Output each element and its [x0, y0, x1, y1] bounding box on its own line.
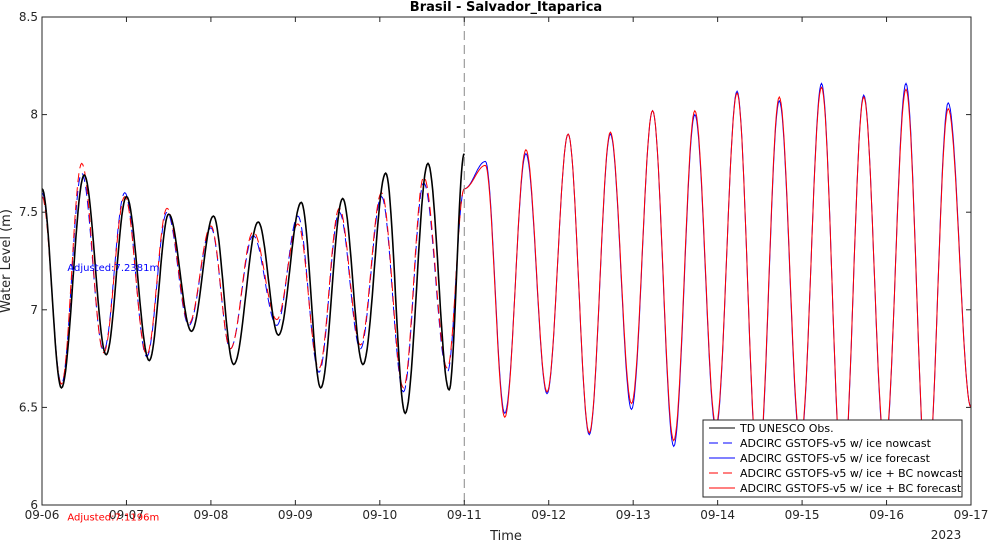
y-tick-label: 8: [30, 108, 38, 122]
annotation-layer: Adjusted:7.2381m Adjusted:7.1196m: [67, 263, 159, 524]
chart-title: Brasil - Salvador_Itaparica: [410, 0, 602, 15]
y-tick-label: 8.5: [19, 10, 38, 24]
x-tick-label: 09-10: [362, 508, 397, 522]
legend-entry-label: TD UNESCO Obs.: [739, 422, 834, 435]
legend-entry-label: ADCIRC GSTOFS-v5 w/ ice + BC forecast: [740, 482, 962, 495]
x-year-label: 2023: [931, 528, 962, 541]
y-axis-label: Water Level (m): [0, 209, 14, 313]
y-tick-label: 7.5: [19, 205, 38, 219]
legend-box: [702, 419, 963, 498]
ticks-layer: 09-06 09-07 09-08 09-09 09-10 09-11 09-12 09-13…: [19, 10, 989, 522]
ice-bc-nowcast-series: [41, 162, 465, 389]
x-tick-label: 09-14: [700, 508, 735, 522]
y-tick-label: 6: [30, 498, 38, 512]
x-tick-label: 09-16: [869, 508, 904, 522]
x-tick-label: 09-11: [447, 508, 482, 522]
x-tick-label: 09-13: [616, 508, 651, 522]
x-tick-label: 09-08: [193, 508, 228, 522]
adjusted-annotation: Adjusted:7.1196m: [67, 513, 159, 524]
x-tick-label: 09-06: [25, 508, 60, 522]
obs-series: [41, 153, 465, 415]
legend-entry-label: ADCIRC GSTOFS-v5 w/ ice forecast: [740, 452, 931, 465]
legend-entry-label: ADCIRC GSTOFS-v5 w/ ice + BC nowcast: [740, 467, 963, 480]
x-axis-label: Time: [489, 529, 522, 541]
x-tick-label: 09-12: [531, 508, 566, 522]
x-tick-label: 09-17: [954, 508, 989, 522]
legend-entry-label: ADCIRC GSTOFS-v5 w/ ice nowcast: [740, 437, 932, 450]
y-tick-label: 6.5: [19, 400, 38, 414]
y-tick-label: 7: [30, 303, 38, 317]
adjusted-annotation: Adjusted:7.2381m: [67, 263, 159, 274]
x-tick-label: 09-15: [785, 508, 820, 522]
x-tick-label: 09-09: [278, 508, 313, 522]
legend: TD UNESCO Obs. ADCIRC GSTOFS-v5 w/ ice no…: [702, 419, 963, 498]
plot-frame: [41, 16, 972, 506]
x-tick-label: 09-07: [109, 508, 144, 522]
